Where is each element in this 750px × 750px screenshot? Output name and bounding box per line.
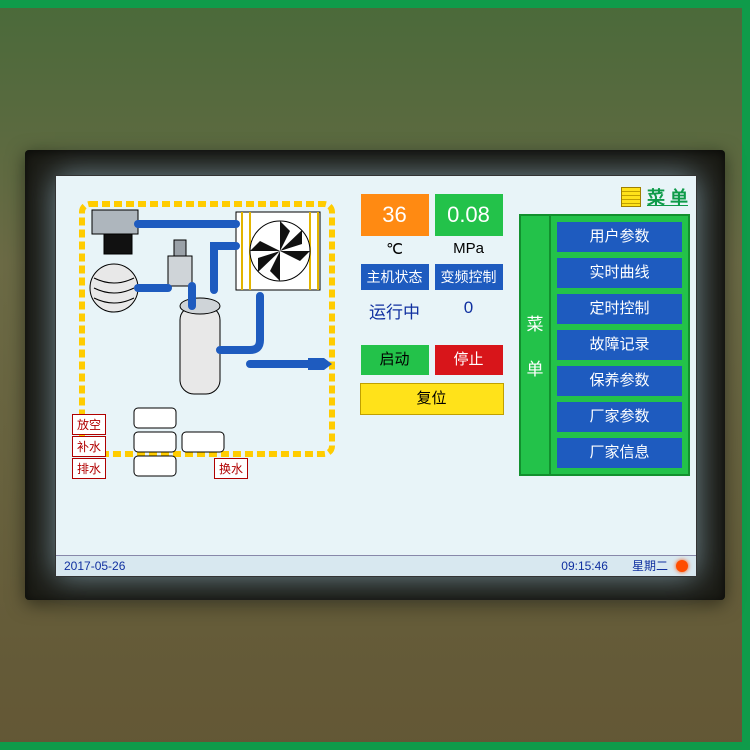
center-panel: 36 0.08 ℃ MPa 主机状态 变频控制 运行中 0 启动 停止 复位 — [344, 176, 519, 556]
status-date: 2017-05-26 — [64, 556, 125, 576]
host-status-label: 主机状态 — [361, 264, 429, 290]
menu-panel: 菜 单 菜 单 用户参数 实时曲线 定时控制 故障记录 保养参数 厂家参数 厂家… — [519, 176, 696, 556]
temperature-unit: ℃ — [361, 240, 429, 258]
status-time: 09:15:46 — [561, 556, 608, 576]
start-button[interactable]: 启动 — [361, 345, 429, 375]
menu-tab[interactable]: 菜 单 — [519, 214, 551, 476]
diagram-label-drain[interactable]: 排水 — [72, 458, 106, 479]
status-weekday: 星期二 — [632, 556, 668, 576]
temperature-readout: 36 — [361, 194, 429, 236]
menu-tab-char2: 单 — [527, 355, 544, 380]
vfd-control-label: 变频控制 — [435, 264, 503, 290]
menu-item-fault-log[interactable]: 故障记录 — [557, 330, 682, 360]
notes-icon[interactable] — [621, 187, 641, 207]
menu-tab-char1: 菜 — [527, 310, 544, 335]
pressure-readout: 0.08 — [435, 194, 503, 236]
alarm-indicator-icon — [676, 560, 688, 572]
hmi-screen: 放空 补水 排水 换水 36 0.08 ℃ MPa 主机状态 变频控制 运行中 … — [55, 175, 697, 577]
menu-item-user-params[interactable]: 用户参数 — [557, 222, 682, 252]
menu-list: 用户参数 实时曲线 定时控制 故障记录 保养参数 厂家参数 厂家信息 — [551, 214, 690, 476]
reset-button[interactable]: 复位 — [360, 383, 504, 415]
menu-item-factory-params[interactable]: 厂家参数 — [557, 402, 682, 432]
diagram-label-change[interactable]: 换水 — [214, 458, 248, 479]
menu-item-timer-control[interactable]: 定时控制 — [557, 294, 682, 324]
system-schematic: 放空 补水 排水 换水 — [64, 186, 344, 556]
diagram-label-vent[interactable]: 放空 — [72, 414, 106, 435]
menu-item-maintenance[interactable]: 保养参数 — [557, 366, 682, 396]
diagram-label-fill[interactable]: 补水 — [72, 436, 106, 457]
menu-item-realtime-curve[interactable]: 实时曲线 — [557, 258, 682, 288]
stop-button[interactable]: 停止 — [435, 345, 503, 375]
menu-title: 菜 单 — [647, 184, 688, 210]
vfd-control-value: 0 — [435, 298, 503, 323]
host-status-value: 运行中 — [361, 298, 429, 323]
menu-item-factory-info[interactable]: 厂家信息 — [557, 438, 682, 468]
pressure-unit: MPa — [435, 240, 503, 258]
status-bar: 2017-05-26 09:15:46 星期二 — [56, 555, 696, 576]
